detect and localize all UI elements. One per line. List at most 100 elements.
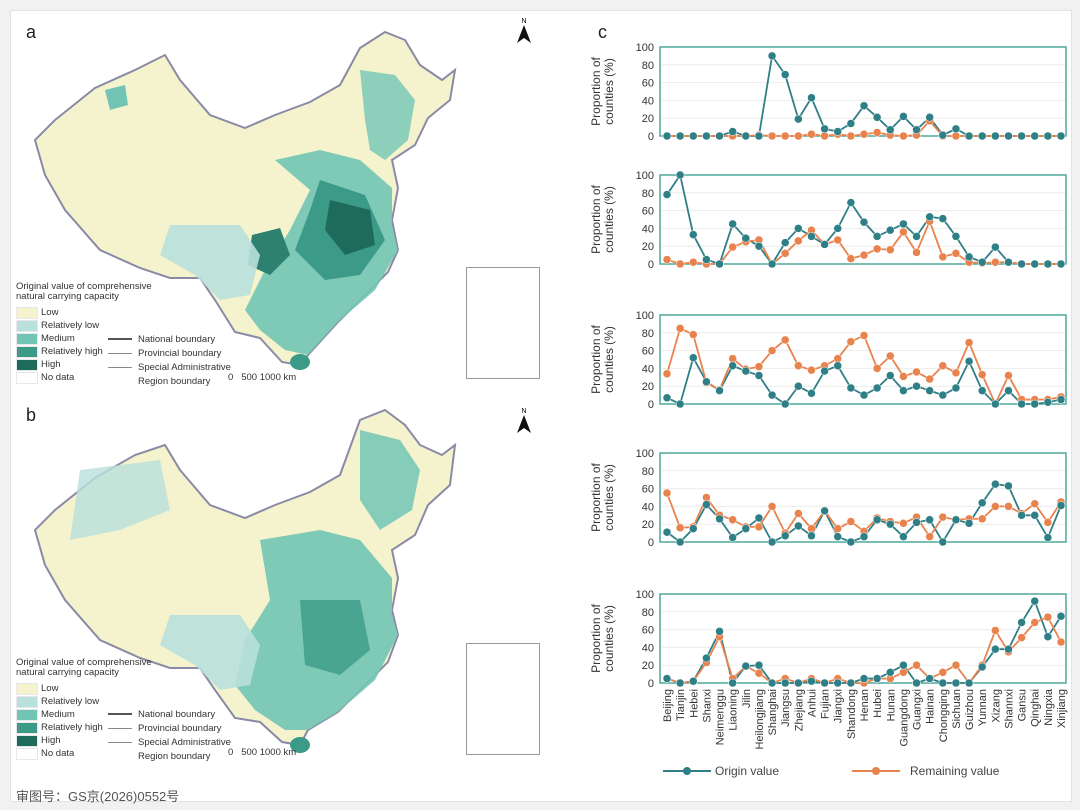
origin-point bbox=[1056, 395, 1066, 404]
origin-point bbox=[715, 259, 724, 269]
origin-point bbox=[675, 170, 685, 180]
origin-point bbox=[820, 506, 829, 516]
y-tick-label: 0 bbox=[648, 259, 654, 271]
map-panel-a: N Original value of comprehensive natura… bbox=[16, 10, 560, 390]
origin-point bbox=[794, 678, 803, 688]
origin-point bbox=[1043, 632, 1053, 641]
origin-point bbox=[767, 390, 777, 400]
origin-point bbox=[991, 131, 1000, 141]
origin-point bbox=[675, 399, 685, 409]
origin-point bbox=[886, 519, 895, 529]
origin-point bbox=[938, 678, 948, 688]
origin-point bbox=[741, 661, 751, 671]
remaining-point bbox=[991, 502, 1000, 511]
remaining-point bbox=[1017, 633, 1026, 642]
remaining-point bbox=[991, 257, 1000, 267]
origin-point bbox=[938, 130, 948, 140]
origin-point bbox=[833, 532, 842, 541]
y-tick-label: 60 bbox=[642, 625, 654, 637]
origin-point bbox=[689, 230, 698, 239]
origin-point bbox=[728, 219, 737, 229]
x-tick-label: Yunnan bbox=[977, 689, 989, 726]
origin-point bbox=[1043, 533, 1053, 542]
origin-point bbox=[767, 259, 777, 269]
origin-point bbox=[820, 678, 829, 688]
origin-point bbox=[886, 125, 895, 135]
y-tick-label: 100 bbox=[636, 589, 654, 601]
scale-bar-a: 0 500 1000 km bbox=[228, 372, 297, 383]
origin-point bbox=[886, 371, 895, 380]
origin-point bbox=[662, 527, 672, 537]
origin-point bbox=[912, 381, 921, 391]
remaining-point bbox=[780, 131, 790, 141]
origin-point bbox=[964, 252, 974, 262]
origin-point bbox=[846, 678, 856, 688]
sar-boundary-label-1: Special Administrative bbox=[138, 361, 231, 373]
boundary-legend-a: National boundary Provincial boundary Sp… bbox=[108, 332, 231, 388]
y-tick-label: 100 bbox=[636, 42, 654, 54]
origin-point bbox=[833, 224, 842, 233]
provincial-boundary-label: Provincial boundary bbox=[138, 347, 222, 359]
x-tick-label: Henan bbox=[859, 689, 871, 721]
origin-point bbox=[833, 361, 842, 370]
origin-point bbox=[794, 381, 803, 391]
remaining-point bbox=[951, 131, 961, 141]
origin-point bbox=[754, 660, 764, 670]
y-tick-label: 20 bbox=[642, 113, 654, 125]
origin-point bbox=[702, 377, 711, 386]
remaining-point bbox=[1030, 618, 1039, 627]
origin-point bbox=[780, 238, 790, 247]
remaining-point bbox=[794, 131, 803, 141]
remaining-point bbox=[1056, 637, 1066, 647]
origin-point bbox=[1043, 259, 1053, 269]
legend-medium: Medium bbox=[41, 332, 75, 344]
x-tick-label: Jilin bbox=[741, 689, 753, 708]
y-tick-label: 60 bbox=[642, 346, 654, 358]
y-axis-label: Proportion ofcounties (%) bbox=[589, 462, 616, 531]
origin-point bbox=[728, 533, 737, 542]
origin-point bbox=[754, 513, 764, 523]
y-tick-label: 80 bbox=[642, 60, 654, 72]
remaining-point bbox=[938, 668, 948, 677]
plot-frame bbox=[659, 46, 1067, 137]
remaining-point bbox=[662, 369, 672, 378]
origin-point bbox=[1017, 399, 1026, 409]
origin-point bbox=[991, 479, 1000, 489]
origin-point bbox=[702, 131, 711, 141]
x-tick-label: Gansu bbox=[1017, 689, 1029, 721]
origin-point bbox=[1056, 131, 1066, 141]
origin-point bbox=[859, 217, 869, 227]
origin-point bbox=[728, 678, 737, 688]
x-tick-label: Jiangsu bbox=[780, 689, 792, 727]
origin-point bbox=[702, 653, 711, 663]
y-tick-label: 0 bbox=[648, 678, 654, 690]
remaining-point bbox=[938, 252, 948, 262]
origin-point bbox=[964, 519, 974, 528]
x-tick-label: Chongqing bbox=[938, 689, 950, 742]
origin-point bbox=[754, 131, 764, 141]
legend-origin: Origin value bbox=[663, 764, 779, 778]
sar-boundary-label-2: Region boundary bbox=[138, 375, 211, 387]
x-tick-label: Beijing bbox=[662, 689, 674, 722]
x-tick-label: Shandong bbox=[846, 689, 858, 739]
y-tick-label: 100 bbox=[636, 310, 654, 322]
x-tick-label: Shanxi bbox=[701, 689, 713, 723]
origin-point bbox=[820, 366, 829, 376]
y-axis-label: Proportion ofcounties (%) bbox=[589, 56, 616, 125]
scale-bar-b: 0 500 1000 km bbox=[228, 747, 297, 758]
remaining-point bbox=[662, 255, 672, 264]
origin-point bbox=[702, 255, 711, 264]
origin-point bbox=[938, 537, 948, 547]
origin-point bbox=[991, 399, 1000, 409]
remaining-point bbox=[728, 354, 737, 363]
remaining-point bbox=[820, 131, 829, 141]
remaining-point bbox=[872, 244, 882, 254]
remaining-point bbox=[833, 524, 842, 533]
origin-point bbox=[938, 390, 948, 400]
y-tick-label: 80 bbox=[642, 188, 654, 200]
y-tick-label: 0 bbox=[648, 131, 654, 143]
legend-high: High bbox=[41, 358, 61, 370]
remaining-point bbox=[899, 519, 908, 528]
origin-point bbox=[807, 93, 816, 102]
remaining-point bbox=[925, 374, 934, 384]
